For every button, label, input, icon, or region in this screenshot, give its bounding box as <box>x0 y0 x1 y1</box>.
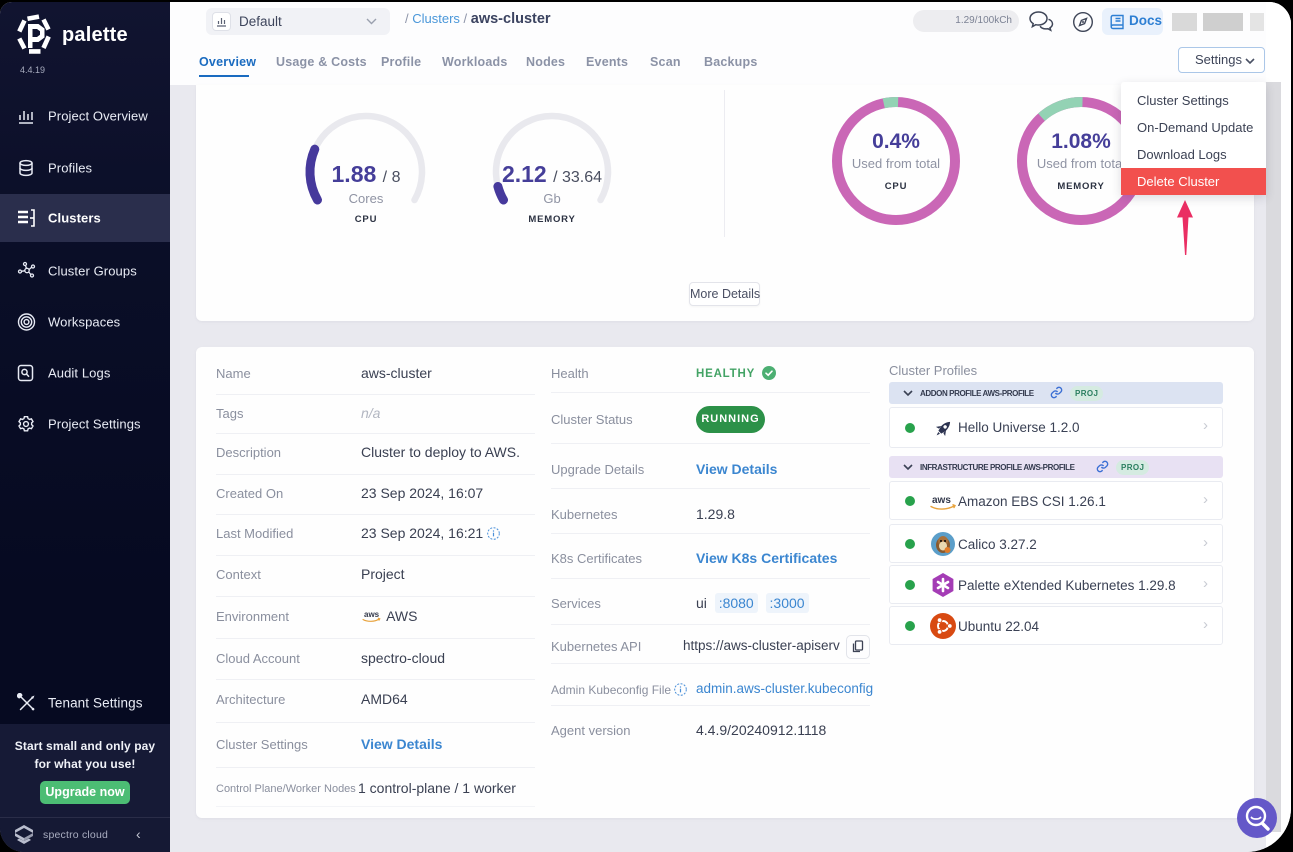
svg-text:aws: aws <box>364 610 380 619</box>
svg-text:aws: aws <box>932 495 951 506</box>
